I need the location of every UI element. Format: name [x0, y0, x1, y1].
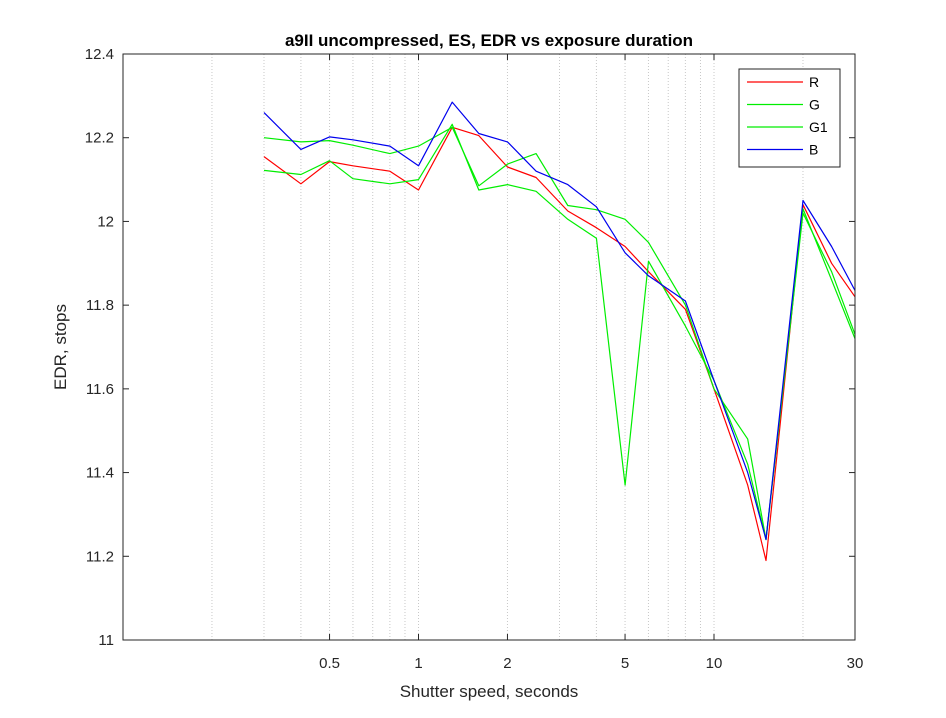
series-line-g [263, 126, 856, 541]
legend: RG G1 B [738, 68, 841, 168]
y-tick-label: 11.4 [86, 465, 114, 482]
series-line-g1 [263, 123, 856, 541]
x-tick-label: 10 [706, 655, 723, 672]
x-tick-label: 2 [503, 655, 511, 672]
plot-area [123, 54, 855, 640]
plot-frame [122, 53, 856, 641]
chart-title: a9II uncompressed, ES, EDR vs exposure d… [285, 31, 693, 50]
x-tick-label: 30 [847, 655, 864, 672]
legend-label-r: R [809, 74, 819, 90]
y-tick-label: 11.2 [86, 548, 114, 565]
y-tick-label: 12.4 [85, 46, 114, 63]
legend-label-g: G [809, 97, 820, 113]
legend-label-g1: G1 [809, 119, 828, 135]
series-line-r [263, 126, 856, 562]
y-tick-label: 12 [97, 213, 114, 230]
legend-box [738, 68, 841, 168]
y-tick-label: 11 [98, 632, 114, 649]
y-tick-label: 12.2 [85, 130, 114, 147]
series-lines [263, 101, 856, 562]
y-tick-label: 11.6 [86, 381, 114, 398]
x-tick-label: 5 [621, 655, 629, 672]
x-tick-label: 1 [414, 655, 422, 672]
legend-label-b: B [809, 142, 818, 158]
y-tick-label: 11.8 [86, 297, 114, 314]
series-line-b [263, 101, 856, 541]
x-tick-label: 0.5 [319, 655, 340, 672]
x-axis-label: Shutter speed, seconds [400, 682, 579, 701]
y-axis-label: EDR, stops [51, 304, 70, 390]
